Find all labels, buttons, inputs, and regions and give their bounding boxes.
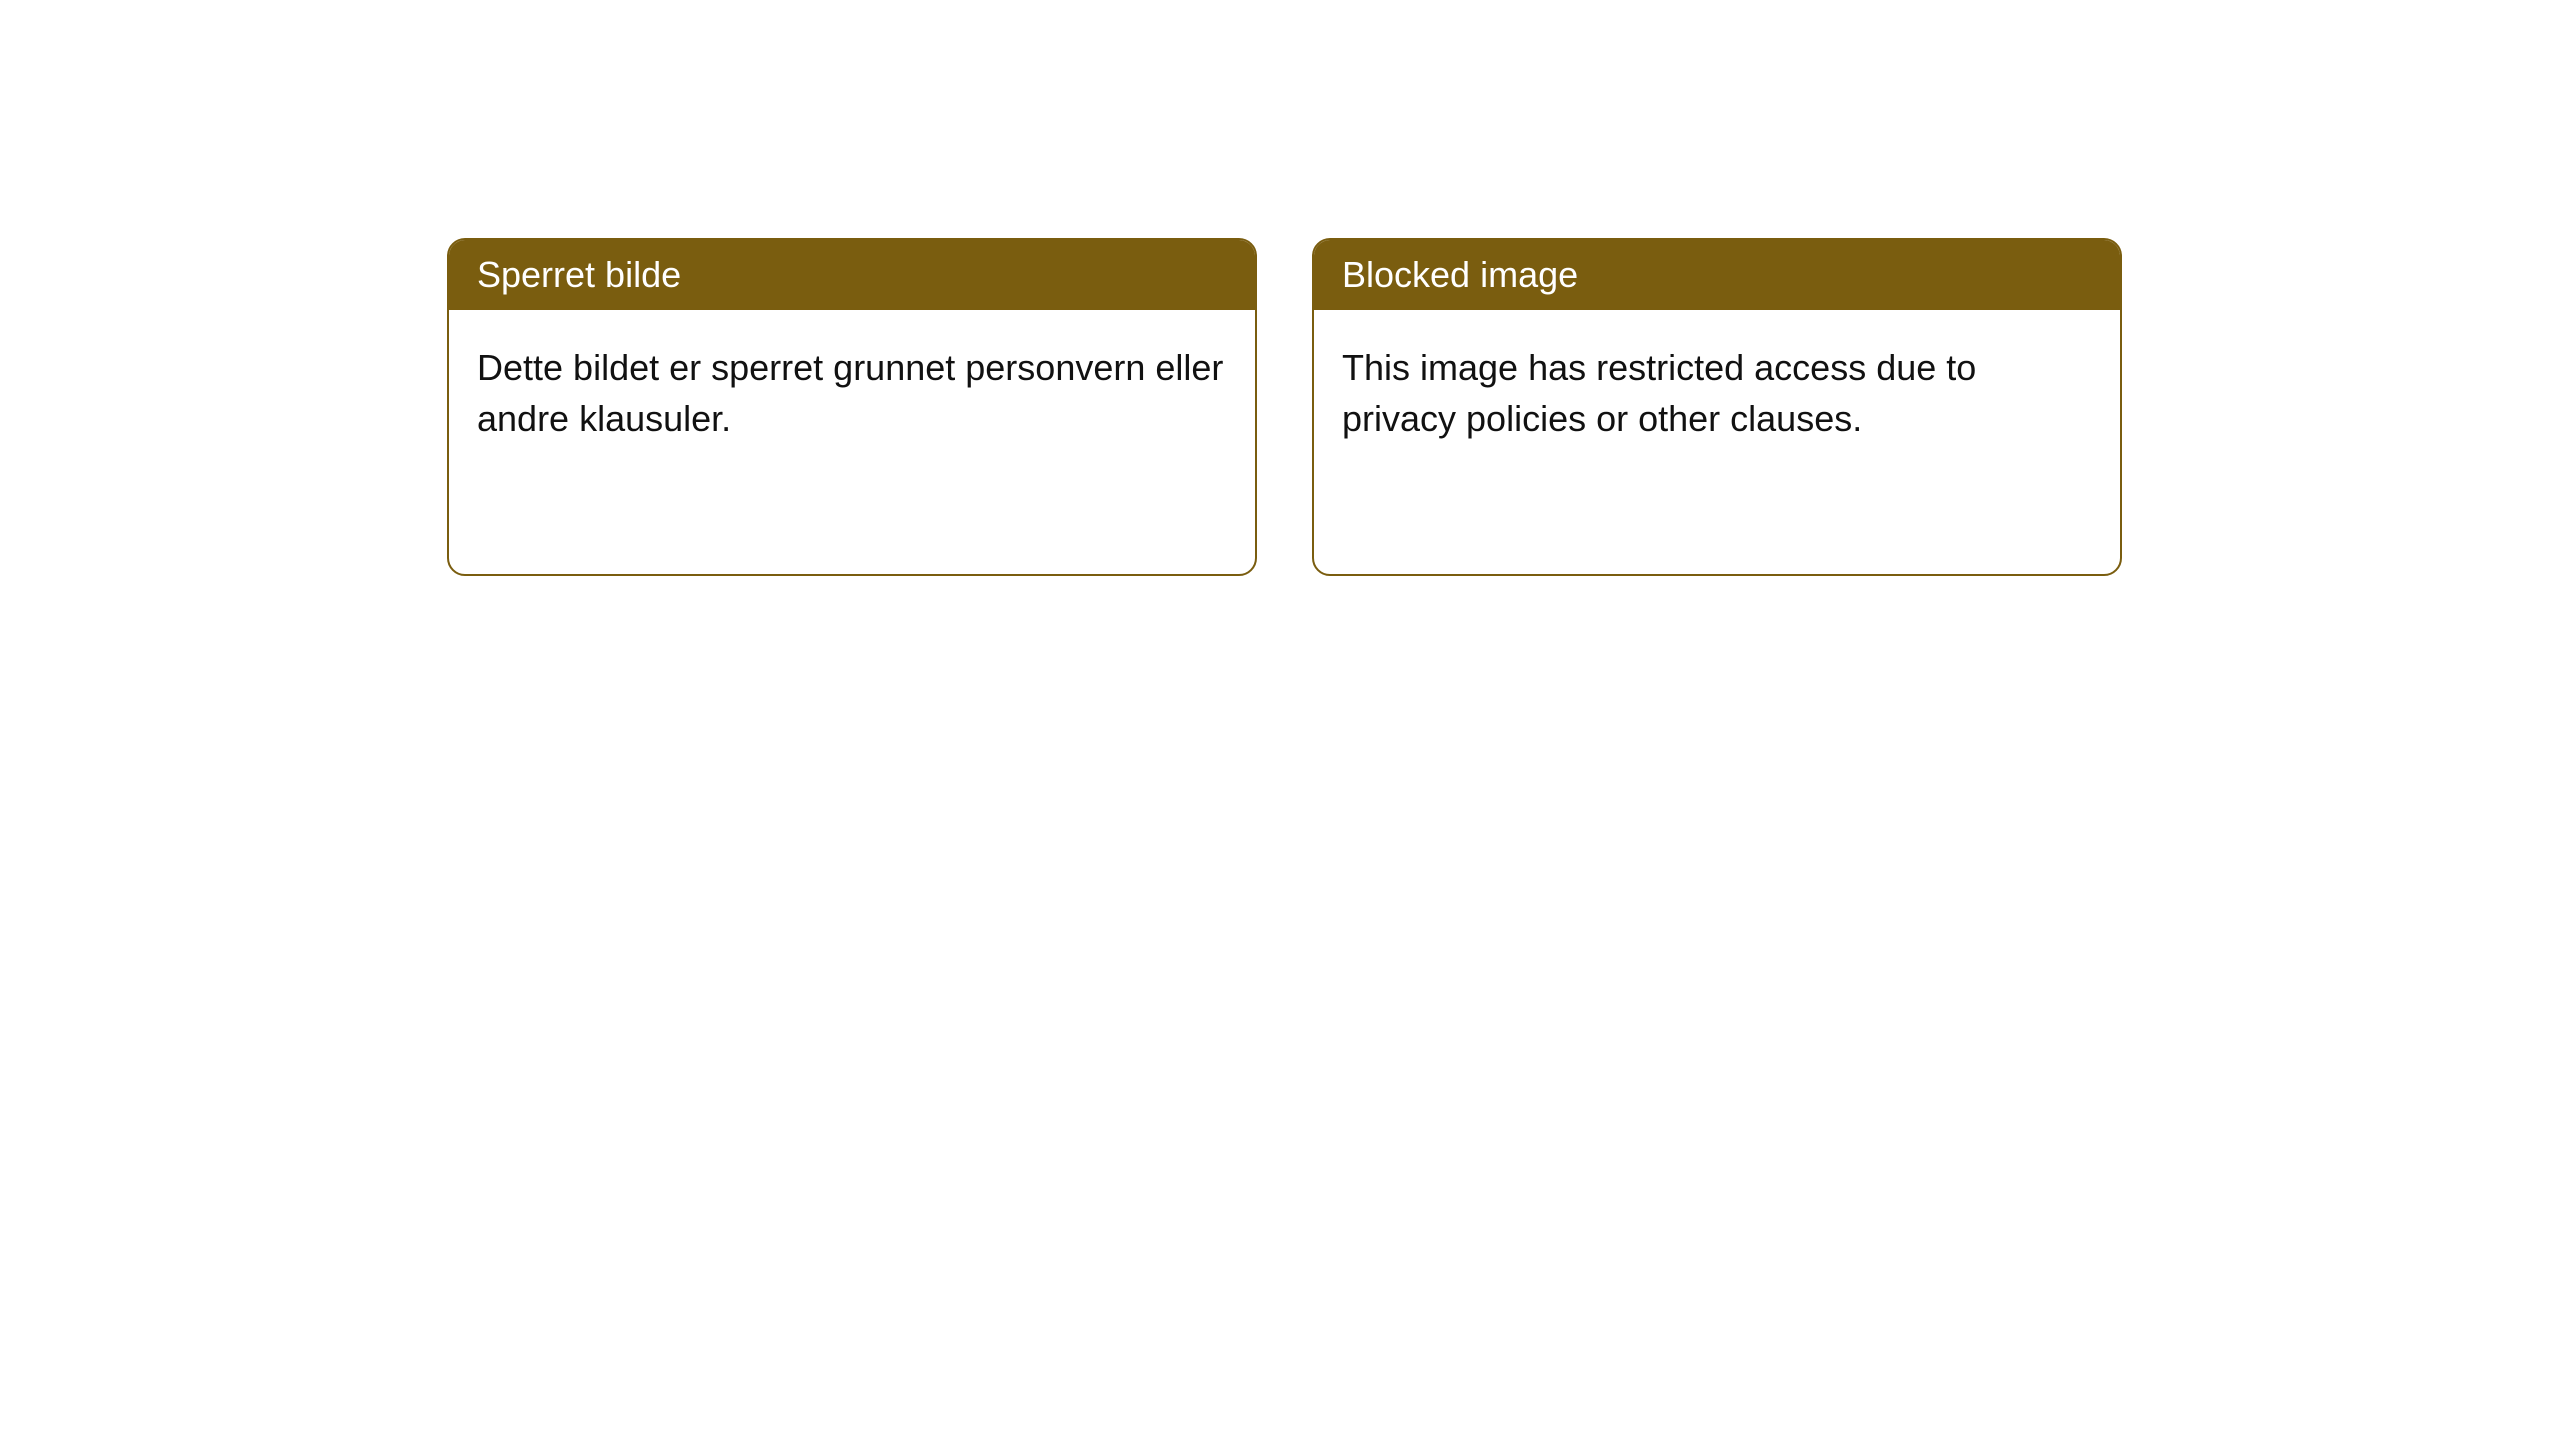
notice-title: Sperret bilde [477,254,681,295]
notice-card-english: Blocked image This image has restricted … [1312,238,2122,576]
notice-header: Blocked image [1314,240,2120,310]
notice-body: Dette bildet er sperret grunnet personve… [449,310,1255,476]
notice-body: This image has restricted access due to … [1314,310,2120,476]
notice-title: Blocked image [1342,254,1578,295]
notice-header: Sperret bilde [449,240,1255,310]
notice-body-text: This image has restricted access due to … [1342,347,1976,439]
notice-card-norwegian: Sperret bilde Dette bildet er sperret gr… [447,238,1257,576]
notice-body-text: Dette bildet er sperret grunnet personve… [477,347,1223,439]
notice-container: Sperret bilde Dette bildet er sperret gr… [0,0,2560,576]
